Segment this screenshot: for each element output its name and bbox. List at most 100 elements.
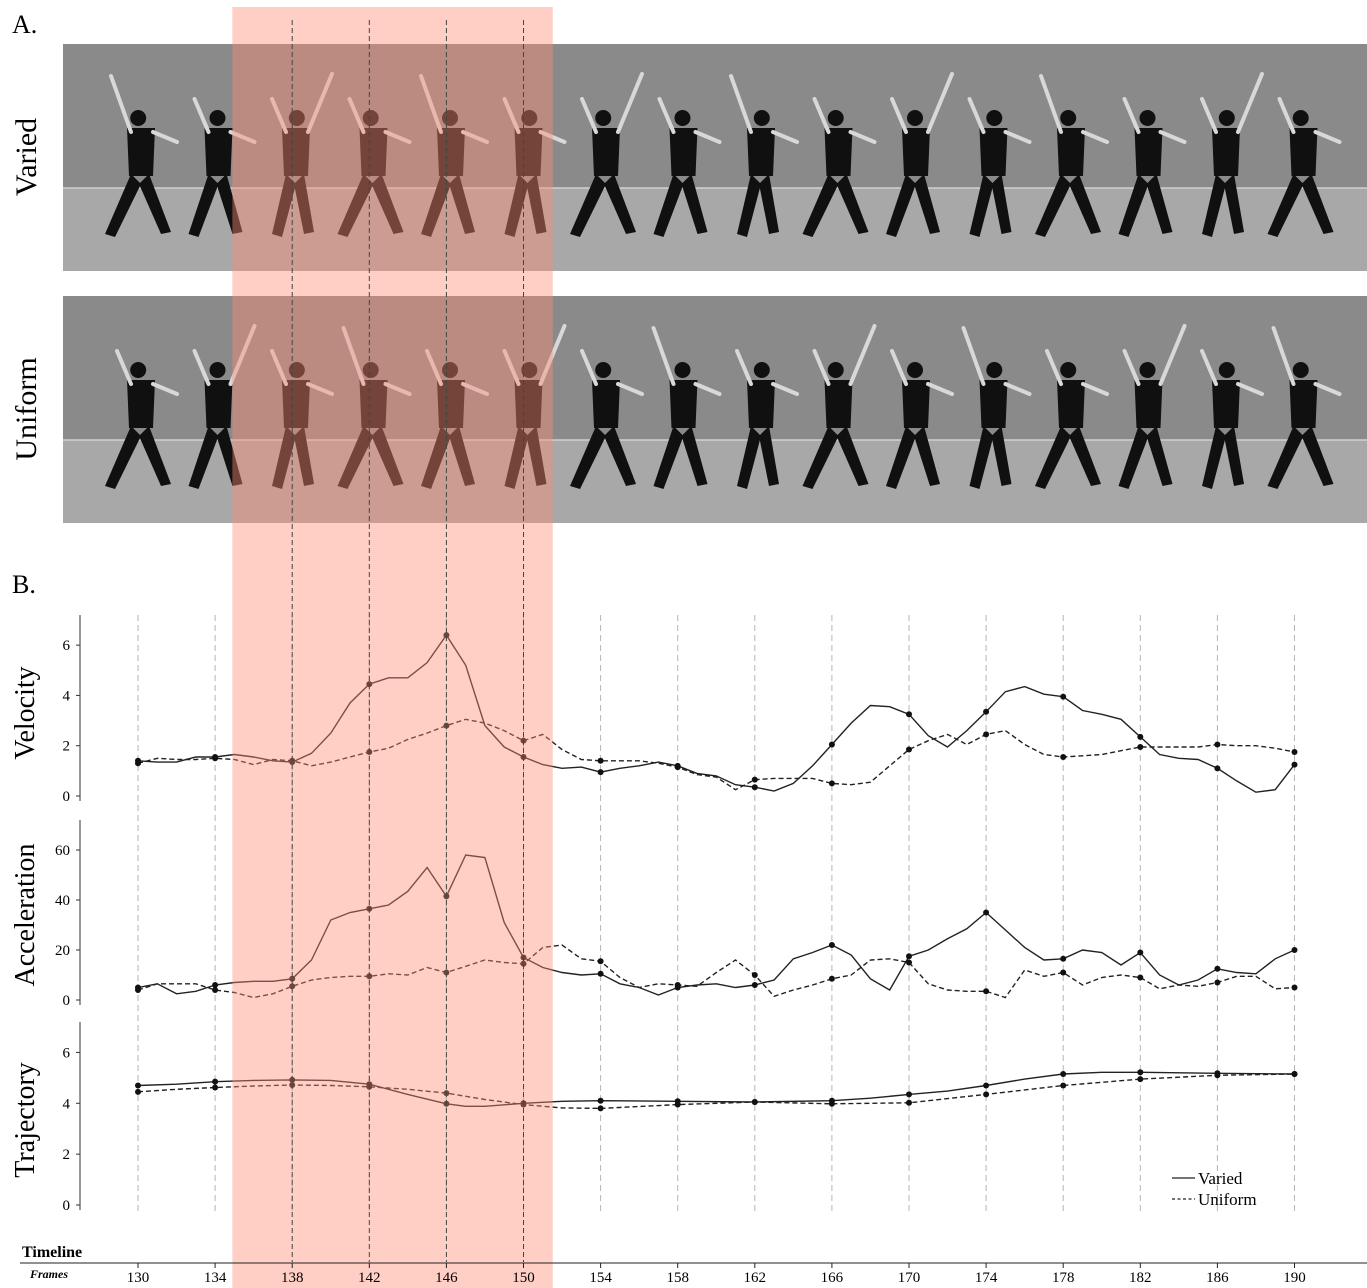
data-point-uniform <box>983 1091 990 1098</box>
data-point-varied <box>828 942 835 948</box>
data-point-varied <box>1291 761 1298 768</box>
y-tick-label: 2 <box>63 739 71 755</box>
data-point-uniform <box>828 780 835 787</box>
y-tick-label: 2 <box>63 1147 71 1163</box>
dancer-figure <box>1267 97 1342 237</box>
panel-a: A. Varied Uniform <box>10 10 1367 523</box>
chart-acceleration: 0 20 40 60 Acceleration <box>10 820 1298 1009</box>
data-point-varied <box>289 975 296 982</box>
row-label-uniform: Uniform <box>10 357 43 460</box>
y-tick-label: 4 <box>63 1096 71 1112</box>
timeline: Timeline Frames 130 134 138 142 146 150 154 158… <box>20 1244 1367 1286</box>
y-tick-label: 6 <box>63 638 71 654</box>
data-point-uniform <box>1214 979 1221 986</box>
frame-tick-label: 154 <box>589 1270 612 1286</box>
photo-strip-uniform <box>63 296 1367 523</box>
data-point-varied <box>1137 733 1144 740</box>
dancer-figure <box>1267 326 1342 489</box>
dancer-figure <box>188 324 257 489</box>
y-tick-label: 0 <box>63 789 71 805</box>
data-point-varied <box>1060 693 1067 700</box>
highlight-window <box>232 7 553 1288</box>
photo-strip-varied <box>63 44 1367 271</box>
data-point-uniform <box>1137 1076 1144 1083</box>
series-line-varied <box>137 633 1296 793</box>
dancer-figure <box>653 97 722 237</box>
y-axis-label: Velocity <box>10 666 41 759</box>
dancer-figure <box>570 72 644 237</box>
frame-tick-label: 182 <box>1129 1270 1152 1286</box>
dancer-figure <box>961 326 1032 489</box>
data-point-uniform <box>906 1099 912 1106</box>
series-line-uniform <box>137 944 1295 999</box>
dancer-figure <box>105 349 179 489</box>
charts: 0 2 4 6 Velocity 0 20 40 60 Acceleration 0 2 4 6 Traje… <box>10 615 1298 1214</box>
series-line-uniform <box>137 718 1295 791</box>
data-point-uniform <box>597 1105 604 1112</box>
chart-velocity: 0 2 4 6 Velocity <box>10 615 1298 805</box>
data-point-varied <box>828 741 835 748</box>
data-point-uniform <box>597 958 604 965</box>
data-point-uniform <box>751 1099 758 1106</box>
y-tick-label: 20 <box>55 943 70 959</box>
dancer-figure <box>886 349 954 489</box>
data-point-uniform <box>212 755 219 762</box>
dancer-figure <box>270 349 334 489</box>
frame-ticks: 130 134 138 142 146 150 154 158 162 166 170 174 178 1… <box>127 1263 1306 1286</box>
data-point-uniform <box>597 757 604 764</box>
dancer-figure <box>1200 72 1264 237</box>
dancer-figure <box>729 74 799 237</box>
dancer-figure <box>1118 324 1187 489</box>
dancer-figure <box>1118 97 1187 237</box>
y-tick-label: 0 <box>63 993 71 1009</box>
y-axis-label: Acceleration <box>10 843 41 986</box>
data-point-uniform <box>135 1088 141 1095</box>
data-point-uniform <box>1060 754 1067 761</box>
series-line-varied <box>137 854 1295 996</box>
data-point-uniform <box>520 960 527 967</box>
data-point-uniform <box>906 746 912 753</box>
data-point-uniform <box>212 1084 219 1091</box>
data-point-varied <box>597 1097 604 1104</box>
data-point-varied <box>983 708 990 715</box>
data-point-uniform <box>1291 1071 1298 1078</box>
data-point-varied <box>597 970 604 977</box>
data-point-varied <box>212 1078 219 1085</box>
dancer-figure <box>570 349 644 489</box>
data-point-varied <box>135 1082 141 1089</box>
frame-tick-label: 134 <box>204 1270 227 1286</box>
data-point-uniform <box>1291 749 1298 755</box>
data-point-varied <box>1214 765 1221 772</box>
data-point-uniform <box>1137 974 1144 981</box>
frames-label: Frames <box>29 1267 68 1281</box>
data-point-uniform <box>674 1101 681 1108</box>
frame-tick-label: 130 <box>127 1270 150 1286</box>
dancer-figure <box>188 97 257 237</box>
series-line-uniform <box>137 1073 1295 1110</box>
data-point-uniform <box>1137 743 1144 750</box>
data-point-uniform <box>1060 969 1067 976</box>
data-point-varied <box>1291 947 1298 953</box>
dancer-figure <box>270 72 334 237</box>
data-point-uniform <box>828 975 835 982</box>
data-point-uniform <box>1291 984 1298 991</box>
y-tick-label: 4 <box>63 688 71 704</box>
legend-uniform-label: Uniform <box>1198 1190 1257 1209</box>
data-point-varied <box>1060 1071 1067 1078</box>
y-tick-label: 60 <box>55 843 70 859</box>
dancer-figure <box>1035 349 1109 489</box>
data-point-uniform <box>674 764 681 771</box>
data-point-uniform <box>674 982 681 988</box>
data-point-uniform <box>751 972 758 978</box>
dancer-figure <box>502 97 567 237</box>
dancer-figure <box>1200 349 1264 489</box>
data-point-varied <box>1214 965 1221 972</box>
data-point-uniform <box>751 776 758 783</box>
legend-varied-label: Varied <box>1198 1169 1243 1188</box>
data-point-varied <box>751 784 758 791</box>
dancer-figure <box>421 349 489 489</box>
chart-trajectory: 0 2 4 6 Trajectory <box>10 1022 1298 1214</box>
row-label-varied: Varied <box>10 118 43 196</box>
data-point-varied <box>983 909 990 916</box>
